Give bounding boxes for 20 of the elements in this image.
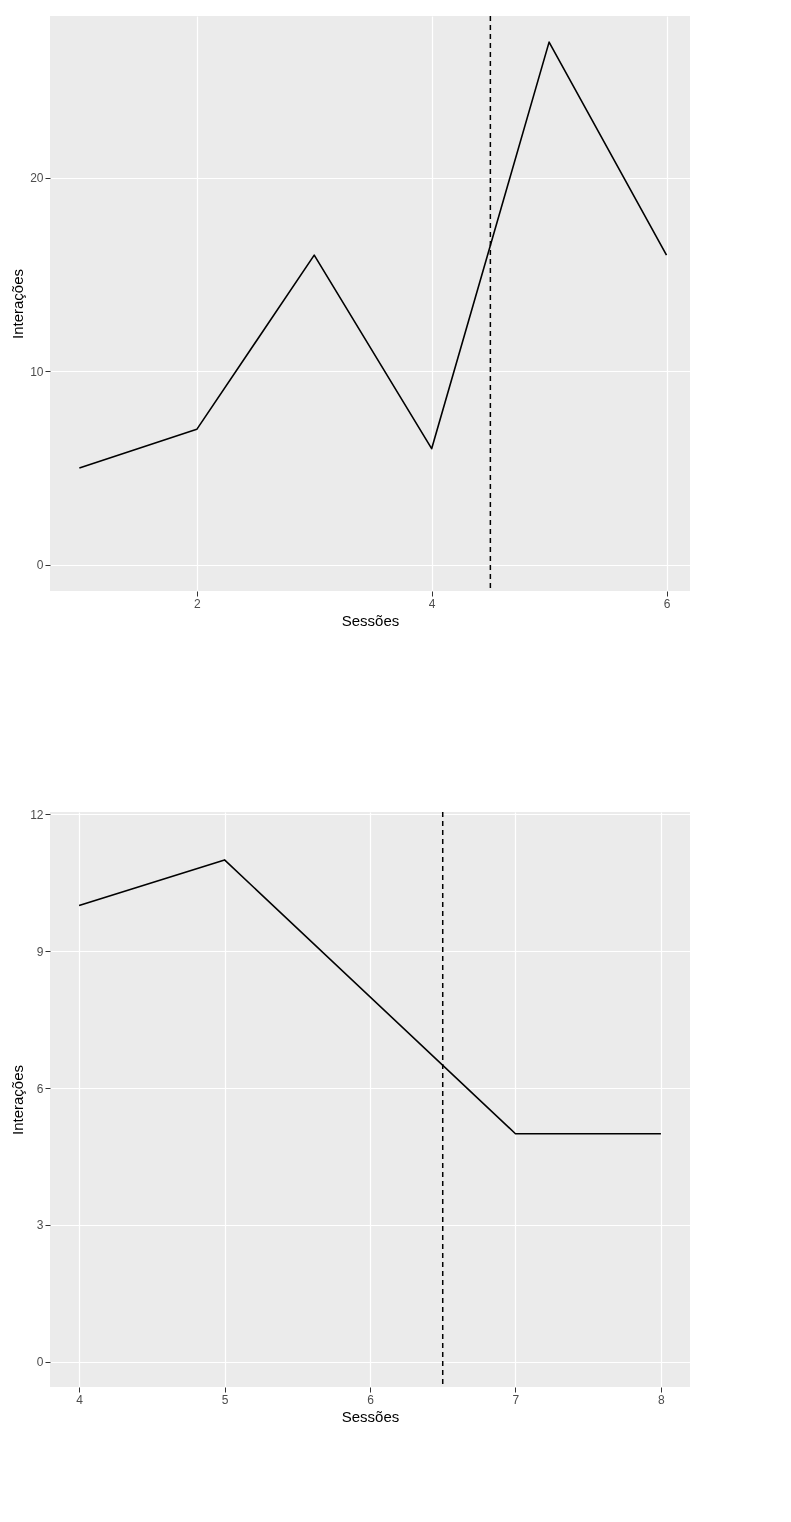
- x-axis-title: Sessões: [341, 611, 400, 629]
- x-tick-label: 4: [76, 1392, 84, 1407]
- y-axis-title: Interações: [9, 1064, 27, 1136]
- y-tick-label: 12: [30, 807, 44, 822]
- x-tick-label: 8: [658, 1392, 666, 1407]
- x-tick-label: 4: [428, 596, 436, 611]
- x-tick-label: 6: [367, 1392, 375, 1407]
- x-tick-label: 2: [193, 596, 201, 611]
- y-axis-title: Interações: [9, 268, 27, 340]
- y-tick-label: 0: [36, 558, 44, 573]
- y-tick-label: 20: [30, 171, 44, 186]
- x-axis-title: Sessões: [341, 1407, 400, 1425]
- y-tick-label: 3: [36, 1218, 44, 1233]
- x-tick-label: 7: [512, 1392, 520, 1407]
- x-tick-label: 6: [663, 596, 671, 611]
- y-tick-label: 6: [36, 1081, 44, 1096]
- x-tick-label: 5: [221, 1392, 229, 1407]
- y-tick-label: 9: [36, 944, 44, 959]
- y-tick-label: 10: [30, 364, 44, 379]
- y-tick-label: 0: [36, 1355, 44, 1370]
